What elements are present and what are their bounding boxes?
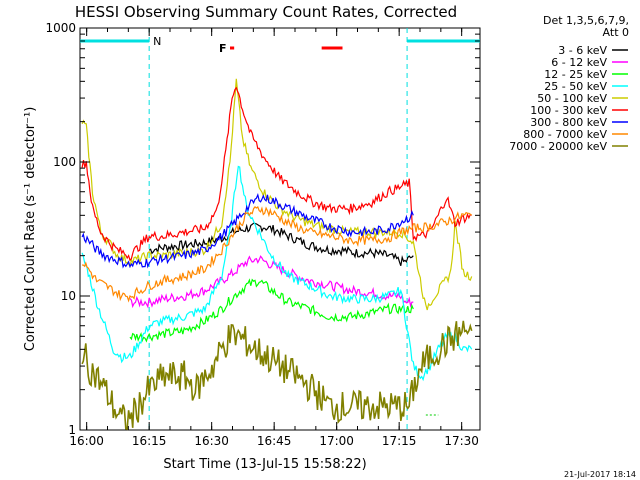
flare-label: F: [219, 42, 227, 55]
series-line: [129, 278, 414, 343]
x-tick-label: 16:00: [69, 434, 104, 448]
y-tick-label: 100: [53, 155, 76, 169]
legend-header-line-1: Det 1,3,5,6,7,9,: [543, 14, 629, 27]
y-axis-ticks: 1 10 100 1000: [45, 21, 480, 437]
series-line: [81, 165, 473, 382]
night-label: N: [153, 35, 161, 48]
legend-entry-label: 3 - 6 keV: [558, 44, 607, 57]
legend-entry-label: 100 - 300 keV: [530, 104, 607, 117]
plot-frame: [79, 27, 481, 431]
series-line: [81, 86, 472, 262]
x-tick-label: 16:15: [132, 434, 167, 448]
legend-entry-label: 7000 - 20000 keV: [509, 140, 607, 153]
chart-title: HESSI Observing Summary Count Rates, Cor…: [75, 3, 457, 21]
x-tick-label: 17:00: [319, 434, 354, 448]
footer-timestamp: 21-Jul-2017 18:14: [564, 470, 636, 479]
x-tick-label: 16:30: [194, 434, 229, 448]
y-tick-label: 10: [61, 289, 76, 303]
y-tick-label: 1000: [45, 21, 76, 35]
x-axis-label: Start Time (13-Jul-15 15:58:22): [163, 457, 366, 472]
y-tick-label: 1: [68, 423, 76, 437]
legend-header-line-2: Att 0: [603, 26, 629, 39]
series-lines: [81, 78, 473, 431]
legend-entry-label: 50 - 100 keV: [537, 92, 607, 105]
x-tick-label: 17:15: [382, 434, 417, 448]
legend-entry-label: 12 - 25 keV: [544, 68, 607, 81]
x-axis-ticks: 16:00 16:15 16:30 16:45 17:00 17:15 17:30: [69, 28, 479, 448]
legend-entry-label: 6 - 12 keV: [551, 56, 607, 69]
legend-entry-label: 800 - 7000 keV: [523, 128, 607, 141]
x-tick-label: 16:45: [257, 434, 292, 448]
series-line: [148, 222, 414, 266]
series-line: [82, 206, 473, 303]
series-line: [81, 192, 414, 269]
legend-entry-label: 300 - 800 keV: [530, 116, 607, 129]
legend-entry-label: 25 - 50 keV: [544, 80, 607, 93]
series-line: [81, 320, 473, 431]
x-tick-label: 17:30: [444, 434, 479, 448]
y-axis-label: Corrected Count Rate (s⁻¹ detector⁻¹): [23, 107, 38, 352]
